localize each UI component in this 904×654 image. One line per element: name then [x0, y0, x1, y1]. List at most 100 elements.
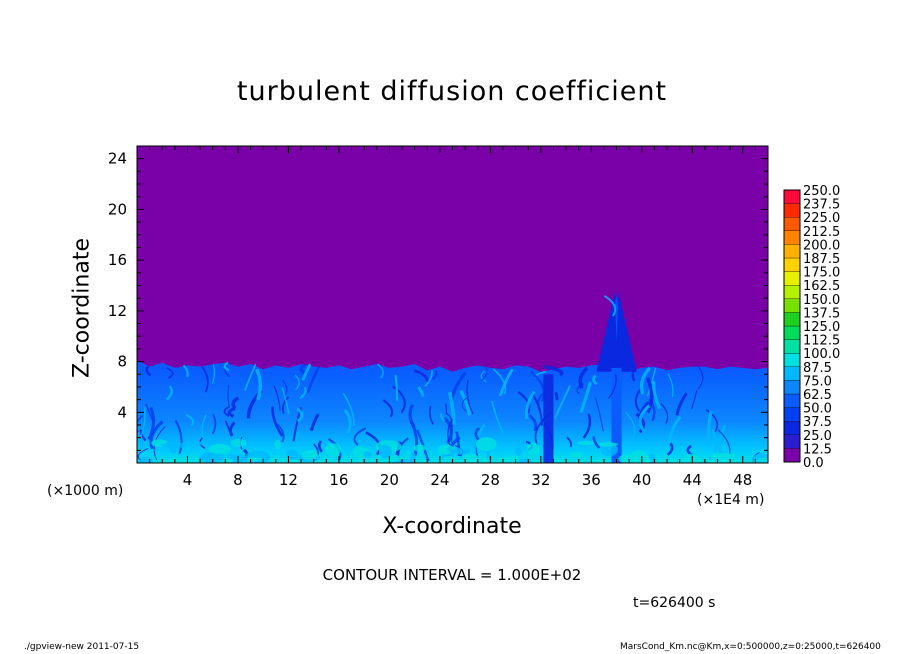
surface-patch	[325, 443, 342, 457]
turbulent-streak	[318, 440, 323, 453]
turbulent-streak	[611, 347, 617, 360]
footer-program-date: ./gpview-new 2011-07-15	[24, 642, 140, 652]
surface-patch	[597, 442, 618, 447]
turbulent-streak	[667, 373, 674, 398]
surface-patch	[631, 450, 647, 459]
colorbar-label: 0.0	[803, 456, 824, 471]
turbulent-streak	[697, 366, 704, 390]
turbulent-streak	[228, 421, 236, 437]
surface-patch	[226, 453, 237, 459]
turbulent-streak	[631, 369, 636, 382]
convective-gap	[543, 374, 554, 463]
turbulent-streak	[651, 381, 662, 410]
colorbar-label: 162.5	[803, 279, 840, 294]
turbulent-streak	[690, 389, 698, 410]
surface-patch	[515, 446, 522, 456]
turbulent-streak	[660, 403, 669, 424]
colorbar-band	[783, 203, 801, 218]
turbulent-streak	[273, 385, 281, 411]
turbulent-streak	[524, 390, 536, 420]
plume-spike	[596, 291, 637, 372]
y-tick-label: 16	[108, 251, 127, 269]
turbulent-streak	[713, 424, 727, 453]
turbulent-streak	[498, 368, 514, 397]
turbulent-streak	[624, 411, 636, 439]
colorbar-band	[783, 217, 801, 231]
colorbar-label: 237.5	[803, 198, 840, 213]
x-tick-label: 8	[233, 471, 243, 489]
x-tick-label: 40	[632, 471, 651, 489]
turbulent-streak	[392, 385, 406, 414]
turbulent-streak	[274, 421, 285, 443]
colorbar-label: 25.0	[803, 429, 832, 444]
turbulent-streak	[149, 420, 164, 450]
surface-patch	[194, 441, 218, 446]
x-axis-unit: (×1000 m)	[47, 483, 124, 499]
x-tick-label: 32	[531, 471, 550, 489]
turbulent-streak	[592, 374, 598, 386]
turbulent-streak	[281, 396, 290, 414]
surface-patch	[390, 455, 403, 462]
x-tick-label: 48	[733, 471, 752, 489]
colorbar-band	[783, 189, 801, 204]
colorbar-label: 200.0	[803, 238, 840, 253]
turbulent-streak	[174, 419, 183, 455]
colorbar-label: 75.0	[803, 374, 832, 389]
footer-data-source: MarsCond_Km.nc@Km,x=0:500000,z=0:25000,t…	[620, 642, 881, 652]
turbulent-streak	[553, 385, 571, 419]
colorbar-label: 187.5	[803, 252, 840, 267]
turbulent-streak	[413, 369, 429, 382]
colorbar-label: 100.0	[803, 347, 840, 362]
turbulent-streak	[296, 407, 304, 423]
colorbar-frame	[783, 189, 801, 463]
turbulent-streak	[309, 413, 320, 432]
y-tick-label: 24	[108, 150, 127, 168]
turbulent-streak	[353, 427, 367, 446]
turbulent-streak	[461, 397, 467, 412]
contour-interval-label: CONTOUR INTERVAL = 1.000E+02	[322, 566, 582, 584]
turbulent-streak	[639, 366, 651, 395]
turbulent-streak	[666, 442, 674, 456]
turbulent-streak	[481, 365, 488, 382]
y-tick-label: 12	[108, 302, 127, 320]
turbulent-streak	[480, 370, 487, 383]
turbulent-streak	[165, 385, 173, 401]
surface-patch	[473, 457, 493, 463]
colorbar-band	[783, 298, 801, 313]
x-tick-label: 36	[582, 471, 601, 489]
y-axis: 4 8 12 16 20 24	[108, 145, 768, 464]
turbulent-streak	[382, 399, 394, 418]
turbulent-streak	[578, 366, 589, 389]
turbulent-streak	[182, 364, 189, 378]
colorbar-band	[783, 434, 801, 449]
x-tick-label: 12	[279, 471, 298, 489]
colorbar-band	[783, 448, 801, 463]
surface-patch	[413, 444, 426, 452]
plume-column	[611, 367, 622, 463]
x-tick-label: 16	[329, 471, 348, 489]
x-tick-label: 44	[683, 471, 702, 489]
turbulent-streak	[428, 405, 434, 425]
turbulent-streak	[244, 363, 257, 391]
turbulent-streak	[185, 414, 195, 427]
turbulent-streak	[301, 363, 312, 381]
y-tick-label: 8	[117, 353, 127, 371]
turbulent-streak	[566, 436, 572, 448]
colorbar-label: 250.0	[803, 184, 840, 199]
x-axis: 4 8 12 16 20 24 28 32 36 40 44 48	[136, 146, 769, 489]
turbulent-streak	[707, 410, 713, 446]
turbulent-streak	[440, 413, 446, 422]
field-layer	[137, 146, 768, 463]
turbulent-streak	[447, 391, 456, 425]
surface-patch	[591, 459, 611, 463]
surface-patch	[363, 451, 372, 458]
turbulent-streak	[342, 392, 355, 426]
surface-patch	[168, 443, 178, 454]
colorbar-band	[783, 230, 801, 245]
turbulent-streak	[147, 406, 156, 441]
surface-patch	[171, 457, 186, 463]
turbulent-streak	[528, 413, 538, 432]
surface-patch	[274, 439, 281, 450]
surface-patch	[208, 443, 232, 454]
